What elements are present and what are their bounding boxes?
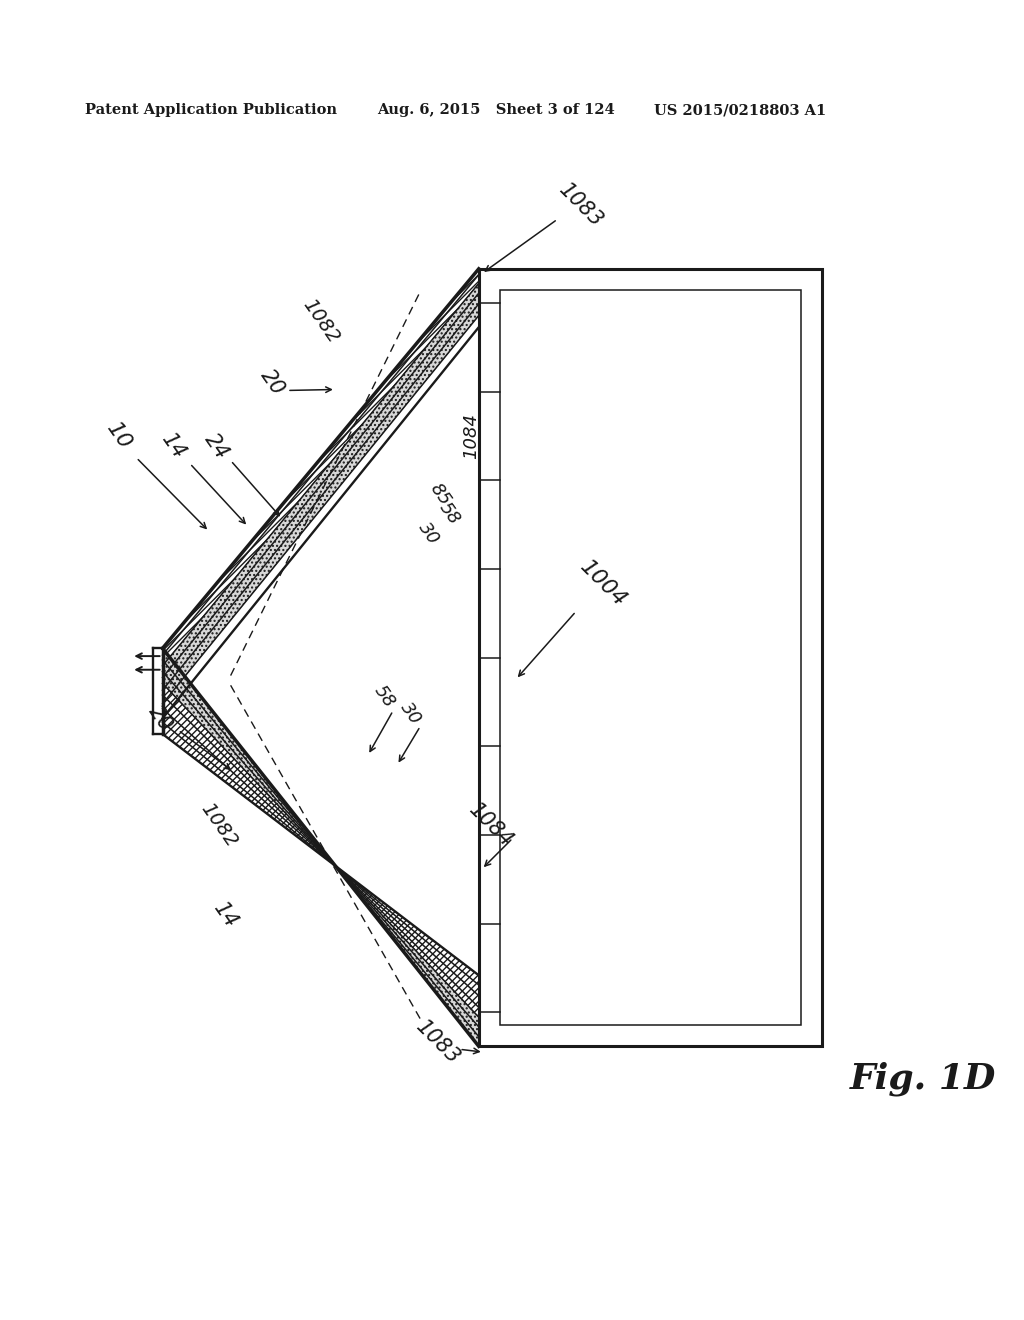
Text: 14: 14: [210, 899, 242, 932]
Text: 1082: 1082: [197, 800, 241, 851]
Text: Patent Application Publication: Patent Application Publication: [85, 103, 337, 117]
Text: 1083: 1083: [555, 180, 607, 231]
Polygon shape: [163, 315, 479, 718]
Polygon shape: [163, 648, 479, 1047]
Text: 1083: 1083: [412, 1016, 464, 1068]
Text: Aug. 6, 2015   Sheet 3 of 124: Aug. 6, 2015 Sheet 3 of 124: [378, 103, 615, 117]
Text: 58: 58: [435, 499, 464, 528]
Text: 85: 85: [426, 480, 454, 510]
Text: US 2015/0218803 A1: US 2015/0218803 A1: [654, 103, 826, 117]
Text: 1082: 1082: [299, 296, 343, 347]
Text: 20: 20: [144, 702, 176, 735]
Text: 1084: 1084: [466, 800, 517, 851]
Text: 10: 10: [102, 418, 135, 454]
Text: 30: 30: [414, 519, 442, 548]
Text: 24: 24: [201, 429, 231, 462]
Polygon shape: [163, 684, 479, 1018]
Polygon shape: [163, 284, 479, 704]
Text: 20: 20: [257, 366, 289, 399]
Text: 1084: 1084: [462, 413, 480, 459]
Text: 1004: 1004: [577, 557, 631, 611]
Text: 14: 14: [158, 429, 189, 462]
Text: Fig. 1D: Fig. 1D: [850, 1061, 996, 1096]
Polygon shape: [163, 269, 479, 665]
Text: 58: 58: [371, 682, 398, 711]
Text: 30: 30: [396, 698, 425, 729]
